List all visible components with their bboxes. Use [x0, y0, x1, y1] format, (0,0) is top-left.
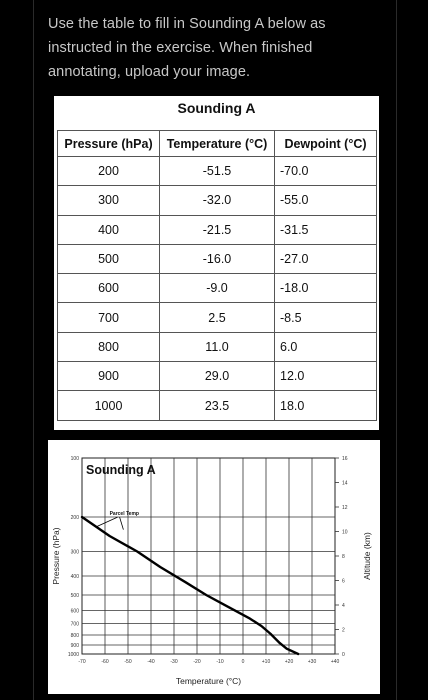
x-tick-label: -60 [101, 659, 108, 665]
y-tick-label: 700 [71, 621, 80, 627]
cell-pressure: 800 [57, 331, 160, 363]
table-row: 700 2.5 -8.5 [57, 302, 377, 333]
y2-tick-label: 8 [342, 554, 345, 560]
frame-left-edge [33, 0, 34, 700]
cell-dewpoint: -55.0 [274, 185, 377, 216]
table-row: 400 -21.5 -31.5 [57, 214, 377, 245]
instructions-text: Use the table to fill in Sounding A belo… [48, 16, 326, 80]
y-tick-label: 300 [71, 549, 80, 555]
table-row: 500 -16.0 -27.0 [57, 243, 377, 275]
x-tick-label: -10 [216, 659, 223, 665]
y2-tick-label: 4 [342, 603, 345, 609]
table-row: 800 11.0 6.0 [57, 331, 377, 363]
cell-temperature: -51.5 [159, 155, 275, 187]
x-axis-label: Temperature (°C) [176, 676, 241, 686]
cell-dewpoint: -70.0 [274, 155, 377, 187]
cell-dewpoint: -27.0 [274, 243, 377, 275]
x-tick-label: 0 [242, 659, 245, 665]
cell-pressure: 900 [57, 361, 160, 392]
y-tick-label: 200 [71, 515, 80, 521]
y-tick-label: 900 [71, 643, 80, 649]
annotation-arrow [95, 516, 118, 528]
header-dewpoint: Dewpoint (°C) [274, 130, 377, 157]
y-tick-label: 100 [71, 456, 80, 462]
y-tick-label: 1000 [68, 652, 79, 658]
sounding-table-image: Sounding A Pressure (hPa) Temperature (°… [54, 96, 379, 430]
cell-temperature: 29.0 [159, 361, 275, 392]
y2-tick-label: 12 [342, 505, 348, 511]
table-row: 600 -9.0 -18.0 [57, 273, 377, 304]
y-tick-label: 400 [71, 574, 80, 580]
y-axis-label: Pressure (hPa) [51, 527, 61, 584]
annotation-arrow [119, 516, 124, 530]
y-tick-label: 600 [71, 608, 80, 614]
cell-dewpoint: 6.0 [274, 331, 377, 363]
table-row: 900 29.0 12.0 [57, 361, 377, 392]
y2-tick-label: 6 [342, 578, 345, 584]
parcel-temp-line [80, 515, 300, 656]
cell-temperature: -16.0 [159, 243, 275, 275]
y2-axis-label: Altitude (km) [362, 532, 372, 580]
table-title: Sounding A [177, 100, 256, 116]
cell-pressure: 400 [57, 214, 160, 245]
table-row: 300 -32.0 -55.0 [57, 185, 377, 216]
x-tick-label: +10 [262, 659, 271, 665]
x-tick-label: -40 [147, 659, 154, 665]
cell-dewpoint: -8.5 [274, 302, 377, 333]
x-tick-label: -20 [193, 659, 200, 665]
y2-tick-label: 14 [342, 480, 348, 486]
plot-frame [81, 457, 336, 655]
y2-tick-label: 2 [342, 627, 345, 633]
x-tick-label: -70 [78, 659, 85, 665]
y2-tick-label: 0 [342, 652, 345, 658]
sounding-chart-image: -70 -60 -50 -40 -30 -20 -10 0 +10 +20 +30 +40 100 200… [48, 440, 380, 694]
cell-pressure: 1000 [57, 390, 160, 421]
sounding-chart: -70 -60 -50 -40 -30 -20 -10 0 +10 +20 +30 +40100200… [51, 456, 372, 686]
x-tick-label: -30 [170, 659, 177, 665]
x-tick-label: +20 [285, 659, 294, 665]
cell-temperature: 23.5 [159, 390, 275, 421]
cell-dewpoint: 12.0 [274, 361, 377, 392]
cell-temperature: -32.0 [159, 185, 275, 216]
cell-temperature: -9.0 [159, 273, 275, 304]
cell-dewpoint: -18.0 [274, 273, 377, 304]
cell-dewpoint: -31.5 [274, 214, 377, 245]
x-tick-label: -50 [124, 659, 131, 665]
x-tick-label: +40 [331, 659, 340, 665]
header-temperature: Temperature (°C) [159, 130, 275, 157]
header-pressure: Pressure (hPa) [57, 130, 160, 157]
y2-tick-label: 16 [342, 456, 348, 462]
x-tick-label: +30 [308, 659, 317, 665]
y-tick-label: 800 [71, 633, 80, 639]
frame-right-edge [396, 0, 397, 700]
cell-pressure: 300 [57, 185, 160, 216]
table-row: 200 -51.5 -70.0 [57, 155, 377, 187]
cell-temperature: 11.0 [159, 331, 275, 363]
y-tick-label: 500 [71, 593, 80, 599]
table-header-row: Pressure (hPa) Temperature (°C) Dewpoint… [57, 130, 377, 157]
cell-pressure: 600 [57, 273, 160, 304]
y2-tick-label: 10 [342, 529, 348, 535]
cell-temperature: 2.5 [159, 302, 275, 333]
table-row: 1000 23.5 18.0 [57, 390, 377, 421]
parcel-temp-annotation: Parcel Temp [110, 511, 139, 517]
chart-title: Sounding A [86, 463, 156, 477]
cell-pressure: 700 [57, 302, 160, 333]
cell-dewpoint: 18.0 [274, 390, 377, 421]
cell-pressure: 200 [57, 155, 160, 187]
sounding-table: Pressure (hPa) Temperature (°C) Dewpoint… [57, 130, 377, 421]
cell-temperature: -21.5 [159, 214, 275, 245]
cell-pressure: 500 [57, 243, 160, 275]
